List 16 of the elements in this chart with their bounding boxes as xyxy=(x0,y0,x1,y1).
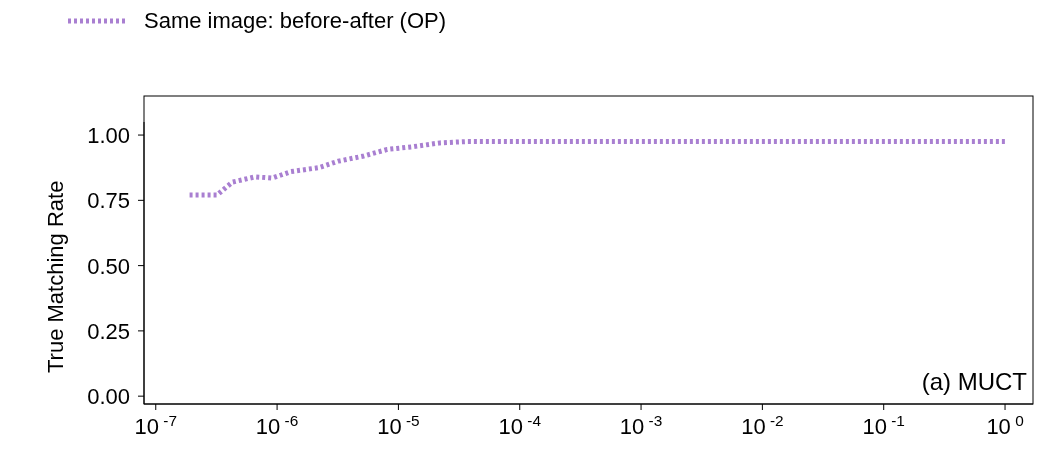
y-tick-label: 0.50 xyxy=(87,253,130,279)
x-tick-label: 10$^{-4}$ xyxy=(498,411,542,439)
y-axis-title: True Matching Rate xyxy=(42,180,68,373)
annotation: (a) MUCT xyxy=(921,368,1028,395)
y-tick-label: 0.75 xyxy=(87,188,130,214)
x-tick-label: 10$^{-1}$ xyxy=(862,411,905,439)
x-tick-label: 10$^{-6}$ xyxy=(255,411,299,439)
x-tick-label: 10$^{-2}$ xyxy=(741,411,784,439)
y-tick-label: 0.00 xyxy=(87,384,130,410)
x-tick-label: 10$^{0}$ xyxy=(986,411,1024,439)
x-tick-label: 10$^{-3}$ xyxy=(619,411,663,439)
legend-label: Same image: before-after (OP) xyxy=(144,8,447,34)
y-tick-label: 0.25 xyxy=(87,318,130,344)
x-tick-label: 10$^{-5}$ xyxy=(377,411,420,439)
x-tick-label: 10$^{-7}$ xyxy=(134,411,177,439)
y-tick-label: 1.00 xyxy=(87,123,130,149)
